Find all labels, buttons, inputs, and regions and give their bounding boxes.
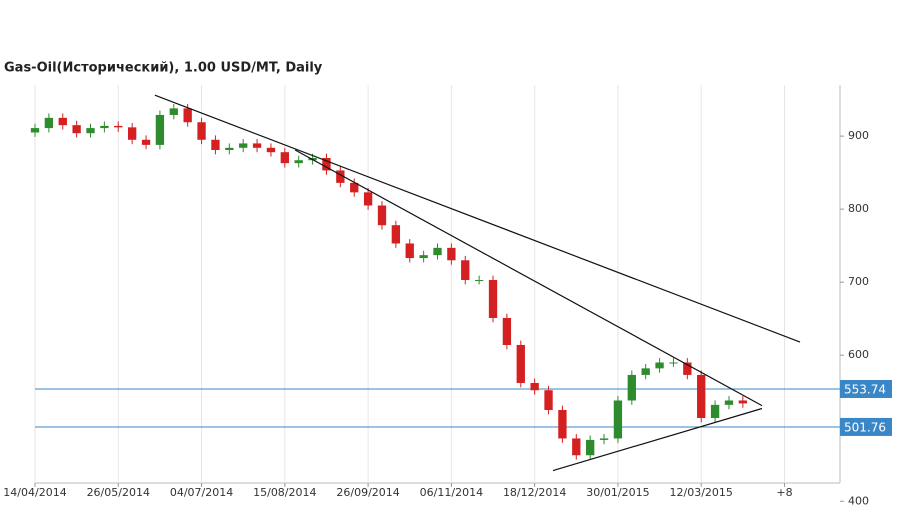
x-tick-label: 06/11/2014 (420, 486, 483, 499)
candle-body (516, 344, 525, 383)
candle-body (391, 225, 401, 244)
candle-body (502, 317, 512, 345)
candle-body (239, 143, 248, 148)
candle-body (322, 158, 331, 171)
candle-body (558, 409, 567, 439)
candle-body (433, 247, 442, 256)
candle-body (350, 182, 359, 193)
candle-body (474, 279, 484, 281)
y-tick-label: 400 (848, 494, 869, 507)
level-label: 553.74 (844, 382, 886, 396)
trendline (552, 407, 763, 472)
trendline (294, 149, 763, 407)
candle-body (405, 243, 414, 259)
x-tick-label: 30/01/2015 (586, 486, 649, 499)
candle-body (738, 400, 748, 404)
candle-body (586, 439, 595, 456)
candle-body (44, 117, 54, 129)
candle-body (280, 152, 289, 164)
candle-body (58, 117, 67, 126)
candle-body (252, 143, 262, 148)
candle-body (197, 122, 206, 140)
candle-body (544, 390, 553, 410)
candle-body (461, 260, 470, 280)
candle-body (419, 255, 428, 259)
x-tick-label: 18/12/2014 (503, 486, 566, 499)
candle-body (377, 205, 387, 226)
candle-body (363, 192, 373, 206)
candle-body (724, 400, 734, 405)
candle-body (697, 374, 706, 419)
level-label: 501.76 (844, 420, 886, 434)
y-tick-label: 900 (848, 129, 869, 142)
candle-body (169, 108, 178, 115)
candle-body (669, 362, 678, 364)
candle-body (30, 128, 40, 133)
candle-body (100, 125, 109, 129)
chart-title: Gas-Oil(Исторический), 1.00 USD/MT, Dail… (4, 61, 323, 76)
candle-body (114, 125, 123, 128)
candle-body (127, 127, 137, 140)
x-tick-label: 15/08/2014 (253, 486, 316, 499)
x-tick-label: 14/04/2014 (3, 486, 66, 499)
candle-body (488, 279, 498, 318)
candle-body (86, 128, 95, 134)
candle-body (613, 400, 623, 439)
candle-body (655, 362, 664, 369)
candle-body (155, 114, 165, 145)
candle-body (141, 139, 151, 145)
candle-body (627, 374, 636, 401)
x-tick-label: 12/03/2015 (670, 486, 733, 499)
level-label-box (840, 417, 892, 436)
x-tick-label: +8 (776, 486, 792, 499)
y-tick-label: 700 (848, 275, 869, 288)
trendline (154, 94, 801, 343)
candle-body (183, 108, 192, 123)
candle-body (225, 147, 234, 150)
candle-body (266, 147, 276, 153)
candle-body (683, 362, 692, 375)
x-tick-label: 26/05/2014 (87, 486, 150, 499)
candle-body (447, 247, 456, 261)
candle-body (710, 404, 720, 419)
x-tick-label: 26/09/2014 (336, 486, 399, 499)
candle-body (530, 382, 539, 391)
level-label-box (840, 379, 892, 398)
candle-body (641, 368, 650, 375)
candle-body (294, 160, 303, 164)
candle-body (599, 438, 609, 440)
candle-body (72, 125, 81, 134)
y-tick-label: 800 (848, 202, 869, 215)
candle-body (572, 438, 581, 456)
candle-body (336, 170, 345, 183)
x-tick-label: 04/07/2014 (170, 486, 233, 499)
candle-body (211, 139, 220, 150)
y-tick-label: 600 (848, 348, 869, 361)
